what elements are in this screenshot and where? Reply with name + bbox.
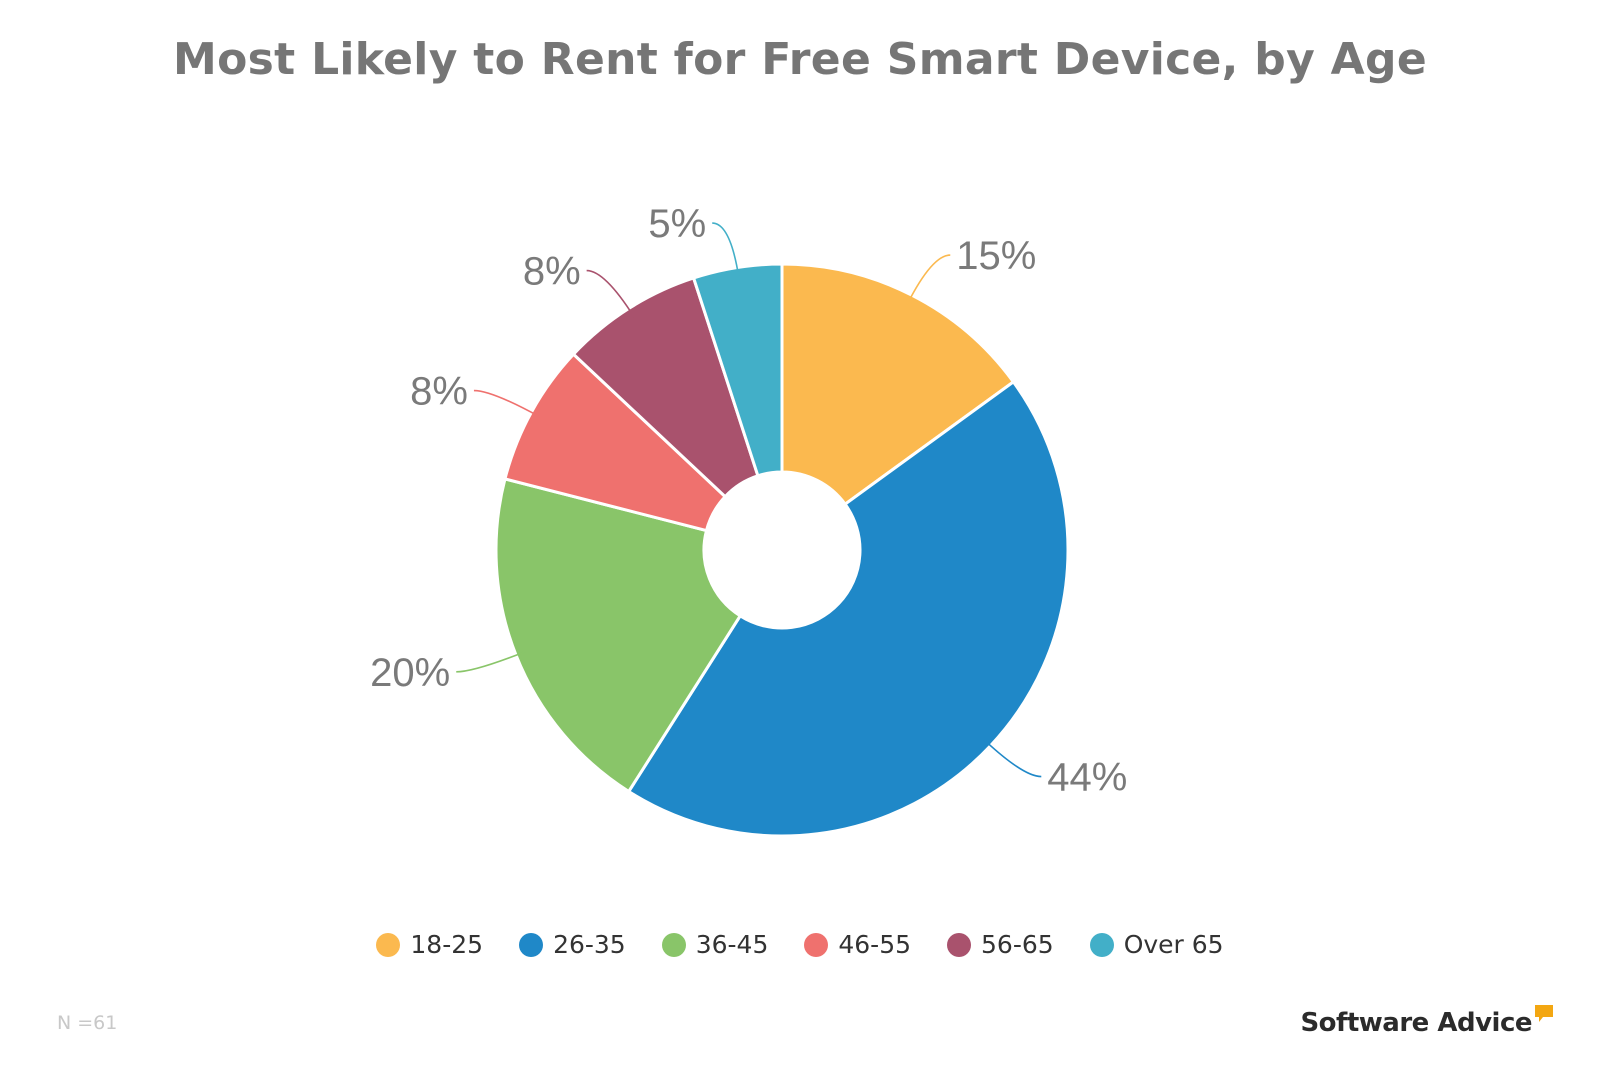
data-label: 20% [370, 651, 450, 695]
leader-line [906, 254, 951, 305]
speech-bubble-icon [1535, 1005, 1553, 1022]
legend-label: 56-65 [981, 930, 1054, 959]
pie-slice-36-45 [494, 477, 743, 794]
legend-label: 26-35 [553, 930, 626, 959]
legend-label: 18-25 [410, 930, 484, 959]
pie-slice-56-65 [571, 276, 760, 499]
legend-label: 46-55 [838, 930, 912, 959]
leader-line [473, 389, 541, 418]
pie-slice-26-35 [626, 379, 1070, 838]
leader-line [712, 222, 740, 278]
data-label: 44% [1047, 756, 1127, 800]
pie-slice-over-65 [691, 262, 784, 478]
data-label: 8% [523, 250, 581, 294]
pie-slice-46-55 [503, 352, 728, 533]
brand-logo: Software Advice [1300, 1005, 1554, 1038]
chart-title: Most Likely to Rent for Free Smart Devic… [173, 34, 1427, 85]
legend-item: Over 65 [1089, 930, 1224, 959]
legend-item: 18-25 [376, 930, 483, 959]
legend-swatch [376, 932, 401, 957]
pie-slice-18-25 [780, 262, 1016, 507]
brand-logo-text: Software Advice [1300, 1008, 1532, 1038]
data-label: 15% [956, 234, 1036, 278]
legend-label: 36-45 [695, 930, 769, 959]
legend-swatch [947, 932, 972, 957]
leader-line [586, 269, 635, 318]
data-label: 5% [648, 202, 706, 246]
chart-legend: 18-25 26-35 36-45 46-55 56-65 Over 65 [0, 930, 1600, 959]
data-label: 8% [410, 370, 468, 414]
legend-item: 56-65 [947, 930, 1054, 959]
legend-swatch [1089, 932, 1114, 957]
legend-label: Over 65 [1123, 930, 1224, 959]
legend-swatch [519, 932, 544, 957]
sample-size-note: N =61 [57, 1012, 118, 1034]
legend-swatch [804, 932, 829, 957]
legend-item: 46-55 [804, 930, 911, 959]
legend-swatch [661, 932, 686, 957]
leader-line [456, 650, 526, 673]
leader-line [982, 738, 1042, 778]
legend-item: 36-45 [661, 930, 769, 959]
legend-item: 26-35 [519, 930, 626, 959]
